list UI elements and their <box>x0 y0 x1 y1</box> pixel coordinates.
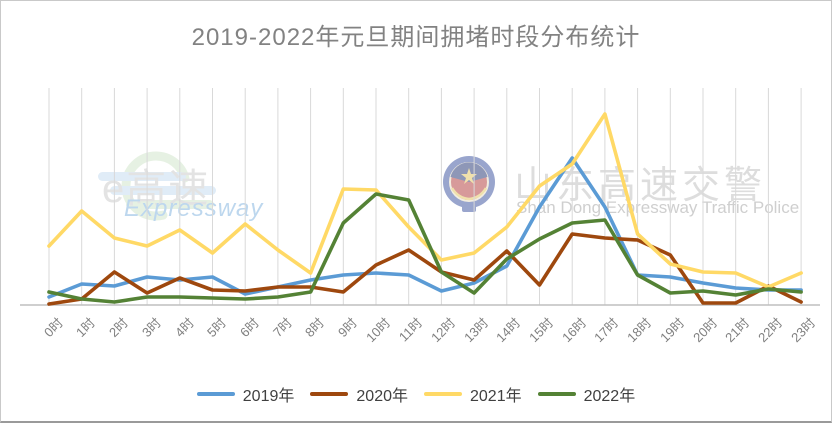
legend-label: 2021年 <box>470 388 522 405</box>
legend-swatch <box>424 392 462 396</box>
e-expressway-logo-icon <box>98 151 216 221</box>
legend-label: 2020年 <box>356 388 408 405</box>
legend-swatch <box>537 392 576 396</box>
legend-label: 2022年 <box>583 388 636 405</box>
legend-item-2019年: 2019年 <box>196 382 295 406</box>
chart-title: 2019-2022年元旦期间拥堵时段分布统计 <box>191 24 641 51</box>
legend-swatch <box>310 392 349 396</box>
line-chart-plot <box>20 88 820 306</box>
expressway-watermark-cn: e高速 <box>102 167 211 211</box>
police-watermark-en: Shan Dong Expressway Traffic Police <box>516 198 800 217</box>
legend-swatch <box>196 392 235 396</box>
legend-item-2022年: 2022年 <box>537 382 636 406</box>
series-line-2020年 <box>47 232 803 306</box>
series-line-2019年 <box>47 156 803 299</box>
police-badge-icon <box>443 156 495 212</box>
legend: 2019年 2020年 2021年 2022年 <box>0 382 832 406</box>
legend-item-2020年: 2020年 <box>310 382 408 406</box>
legend-label: 2019年 <box>242 388 295 405</box>
series-line-2022年 <box>47 192 803 304</box>
legend-item-2021年: 2021年 <box>424 382 522 406</box>
series-line-2021年 <box>47 112 803 289</box>
